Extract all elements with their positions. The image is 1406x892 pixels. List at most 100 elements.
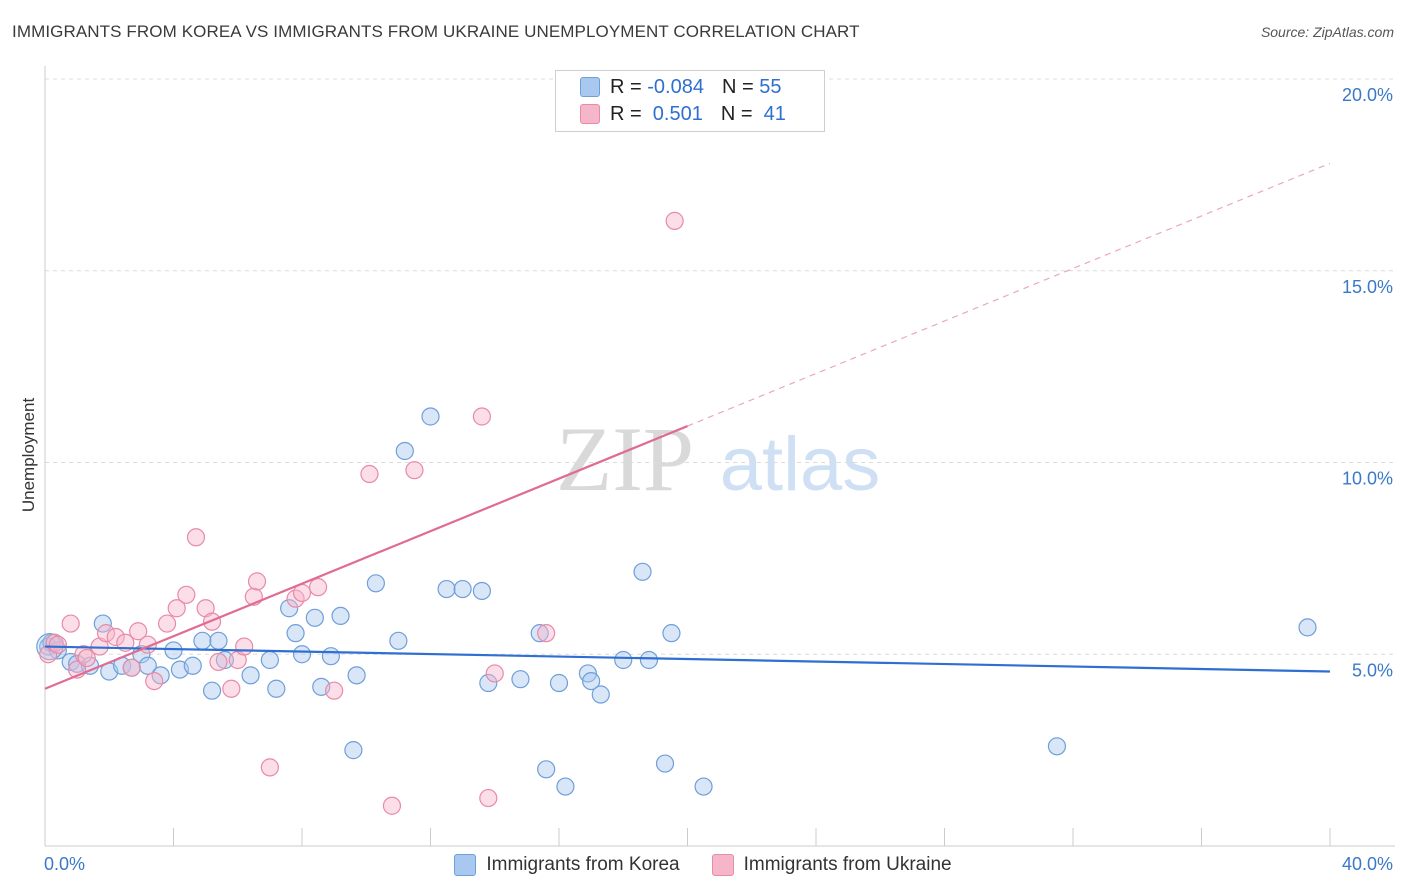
ukraine-point (106, 627, 125, 647)
ukraine-point (235, 637, 254, 656)
y-tick-label: 20.0% (1342, 85, 1393, 105)
korea-n-value: 55 (759, 75, 782, 98)
korea-point (209, 631, 228, 650)
legend-row-korea: R = -0.084 N = 55 (580, 74, 781, 100)
ukraine-n-value: 41 (758, 102, 786, 125)
korea-point (633, 562, 652, 581)
korea-point (511, 670, 530, 689)
korea-point (655, 754, 675, 773)
ukraine-point (260, 758, 279, 777)
korea-point (694, 777, 713, 796)
ukraine-point (405, 461, 424, 480)
korea-point (93, 614, 112, 633)
korea-point (366, 574, 385, 593)
ukraine-point (325, 681, 344, 700)
korea-point (305, 608, 324, 627)
korea-point (280, 599, 299, 618)
korea-swatch (580, 77, 600, 97)
korea-point (347, 666, 366, 685)
korea-point (260, 650, 279, 670)
korea-point (321, 647, 341, 666)
ukraine-point (209, 652, 228, 672)
korea-point (614, 650, 633, 670)
ukraine-point (360, 464, 379, 484)
y-tick-label: 15.0% (1342, 277, 1393, 297)
korea-point (395, 441, 414, 461)
legend-row-ukraine: R = 0.501 N = 41 (580, 101, 786, 127)
ukraine-point (308, 578, 328, 597)
ukraine-trend-line (44, 425, 688, 690)
watermark-zip: ZIP (556, 408, 694, 510)
korea-point (549, 673, 569, 693)
korea-point (344, 741, 363, 760)
ukraine-swatch (580, 104, 600, 124)
korea-n-label: N = (721, 75, 760, 98)
ukraine-point (61, 614, 80, 633)
x-tick-label: 40.0% (1342, 854, 1393, 874)
series-legend: Immigrants from Korea Immigrants from Uk… (0, 852, 1406, 878)
ukraine-point (177, 585, 196, 604)
korea-point (1298, 618, 1317, 637)
korea-point (183, 656, 202, 675)
korea-r-label: R = (610, 75, 648, 98)
korea-point (292, 645, 312, 664)
ukraine-point (167, 599, 186, 618)
ukraine-legend-swatch (711, 854, 734, 876)
ukraine-point (247, 572, 267, 591)
korea-point (164, 641, 183, 660)
ukraine-point (202, 612, 222, 631)
legend-item-korea: Immigrants from Korea (454, 854, 680, 876)
ukraine-point (145, 671, 164, 691)
korea-point (582, 671, 601, 691)
korea-point (591, 685, 610, 704)
korea-legend-swatch (454, 854, 477, 876)
korea-point (286, 624, 305, 643)
source-label: Source: ZipAtlas.com (1260, 24, 1394, 40)
ukraine-point (665, 211, 684, 230)
korea-legend-label: Immigrants from Korea (486, 854, 680, 875)
legend-item-ukraine: Immigrants from Ukraine (711, 854, 952, 876)
ukraine-point (157, 614, 177, 633)
y-tick-label: 10.0% (1342, 469, 1393, 489)
chart-title: IMMIGRANTS FROM KOREA VS IMMIGRANTS FROM… (12, 22, 860, 41)
ukraine-trend-extension (687, 162, 1331, 427)
stats-legend: R = -0.084 N = 55 R = 0.501 N = 41 (555, 70, 825, 132)
ukraine-point (48, 635, 67, 654)
ukraine-point (222, 679, 241, 698)
korea-point (331, 606, 350, 626)
korea-point (267, 679, 286, 698)
ukraine-point (479, 788, 498, 808)
korea-point (202, 681, 222, 700)
korea-point (530, 624, 549, 643)
x-tick-label: 0.0% (44, 854, 85, 874)
korea-point (193, 631, 212, 650)
korea-point (389, 631, 408, 650)
ukraine-r-value: 0.501 (647, 102, 703, 125)
korea-point (537, 760, 556, 779)
ukraine-point (77, 648, 96, 668)
korea-point (556, 777, 575, 796)
ukraine-point (472, 407, 491, 426)
ukraine-point (186, 528, 206, 547)
korea-point (472, 581, 491, 601)
y-tick-label: 5.0% (1352, 660, 1393, 680)
ukraine-point (96, 624, 116, 643)
y-axis-label: Unemployment (19, 398, 38, 513)
ukraine-r-label: R = (610, 102, 648, 125)
korea-point (662, 624, 681, 643)
watermark-atlas: atlas (720, 422, 881, 507)
ukraine-point (382, 796, 402, 815)
ukraine-point (485, 664, 504, 683)
korea-point (215, 650, 234, 670)
korea-point (437, 579, 456, 599)
ukraine-point (122, 658, 141, 677)
korea-trend-line (44, 645, 1331, 673)
korea-r-value: -0.084 (647, 75, 704, 98)
korea-point (421, 407, 440, 426)
korea-point (453, 579, 472, 599)
ukraine-n-label: N = (720, 102, 759, 125)
korea-point (241, 666, 260, 685)
ukraine-legend-label: Immigrants from Ukraine (743, 854, 952, 875)
korea-point (639, 650, 659, 670)
